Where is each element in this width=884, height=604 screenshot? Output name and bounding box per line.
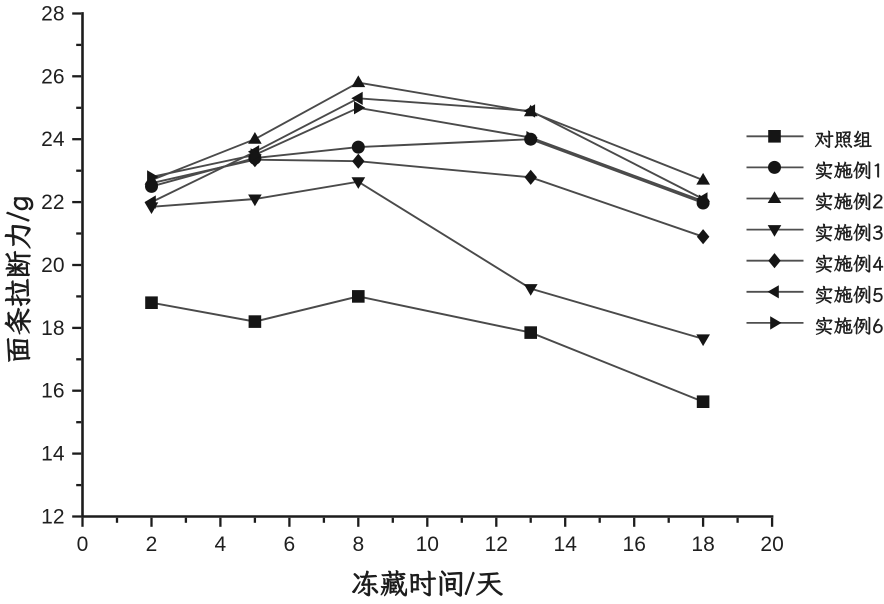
svg-text:18: 18 xyxy=(691,533,714,556)
svg-text:4: 4 xyxy=(215,533,227,556)
svg-text:28: 28 xyxy=(41,3,64,26)
svg-text:14: 14 xyxy=(41,443,65,466)
svg-text:6: 6 xyxy=(284,533,296,556)
svg-text:18: 18 xyxy=(41,317,64,340)
svg-text:14: 14 xyxy=(554,533,578,556)
svg-text:24: 24 xyxy=(41,128,65,151)
svg-text:8: 8 xyxy=(352,533,364,556)
svg-text:12: 12 xyxy=(41,506,64,529)
svg-text:16: 16 xyxy=(623,533,646,556)
svg-text:20: 20 xyxy=(760,533,783,556)
svg-text:16: 16 xyxy=(41,380,64,403)
svg-text:10: 10 xyxy=(416,533,439,556)
svg-text:20: 20 xyxy=(41,254,64,277)
svg-text:22: 22 xyxy=(41,191,64,214)
svg-text:0: 0 xyxy=(77,533,89,556)
svg-text:26: 26 xyxy=(41,65,64,88)
svg-text:12: 12 xyxy=(485,533,508,556)
svg-text:2: 2 xyxy=(146,533,158,556)
